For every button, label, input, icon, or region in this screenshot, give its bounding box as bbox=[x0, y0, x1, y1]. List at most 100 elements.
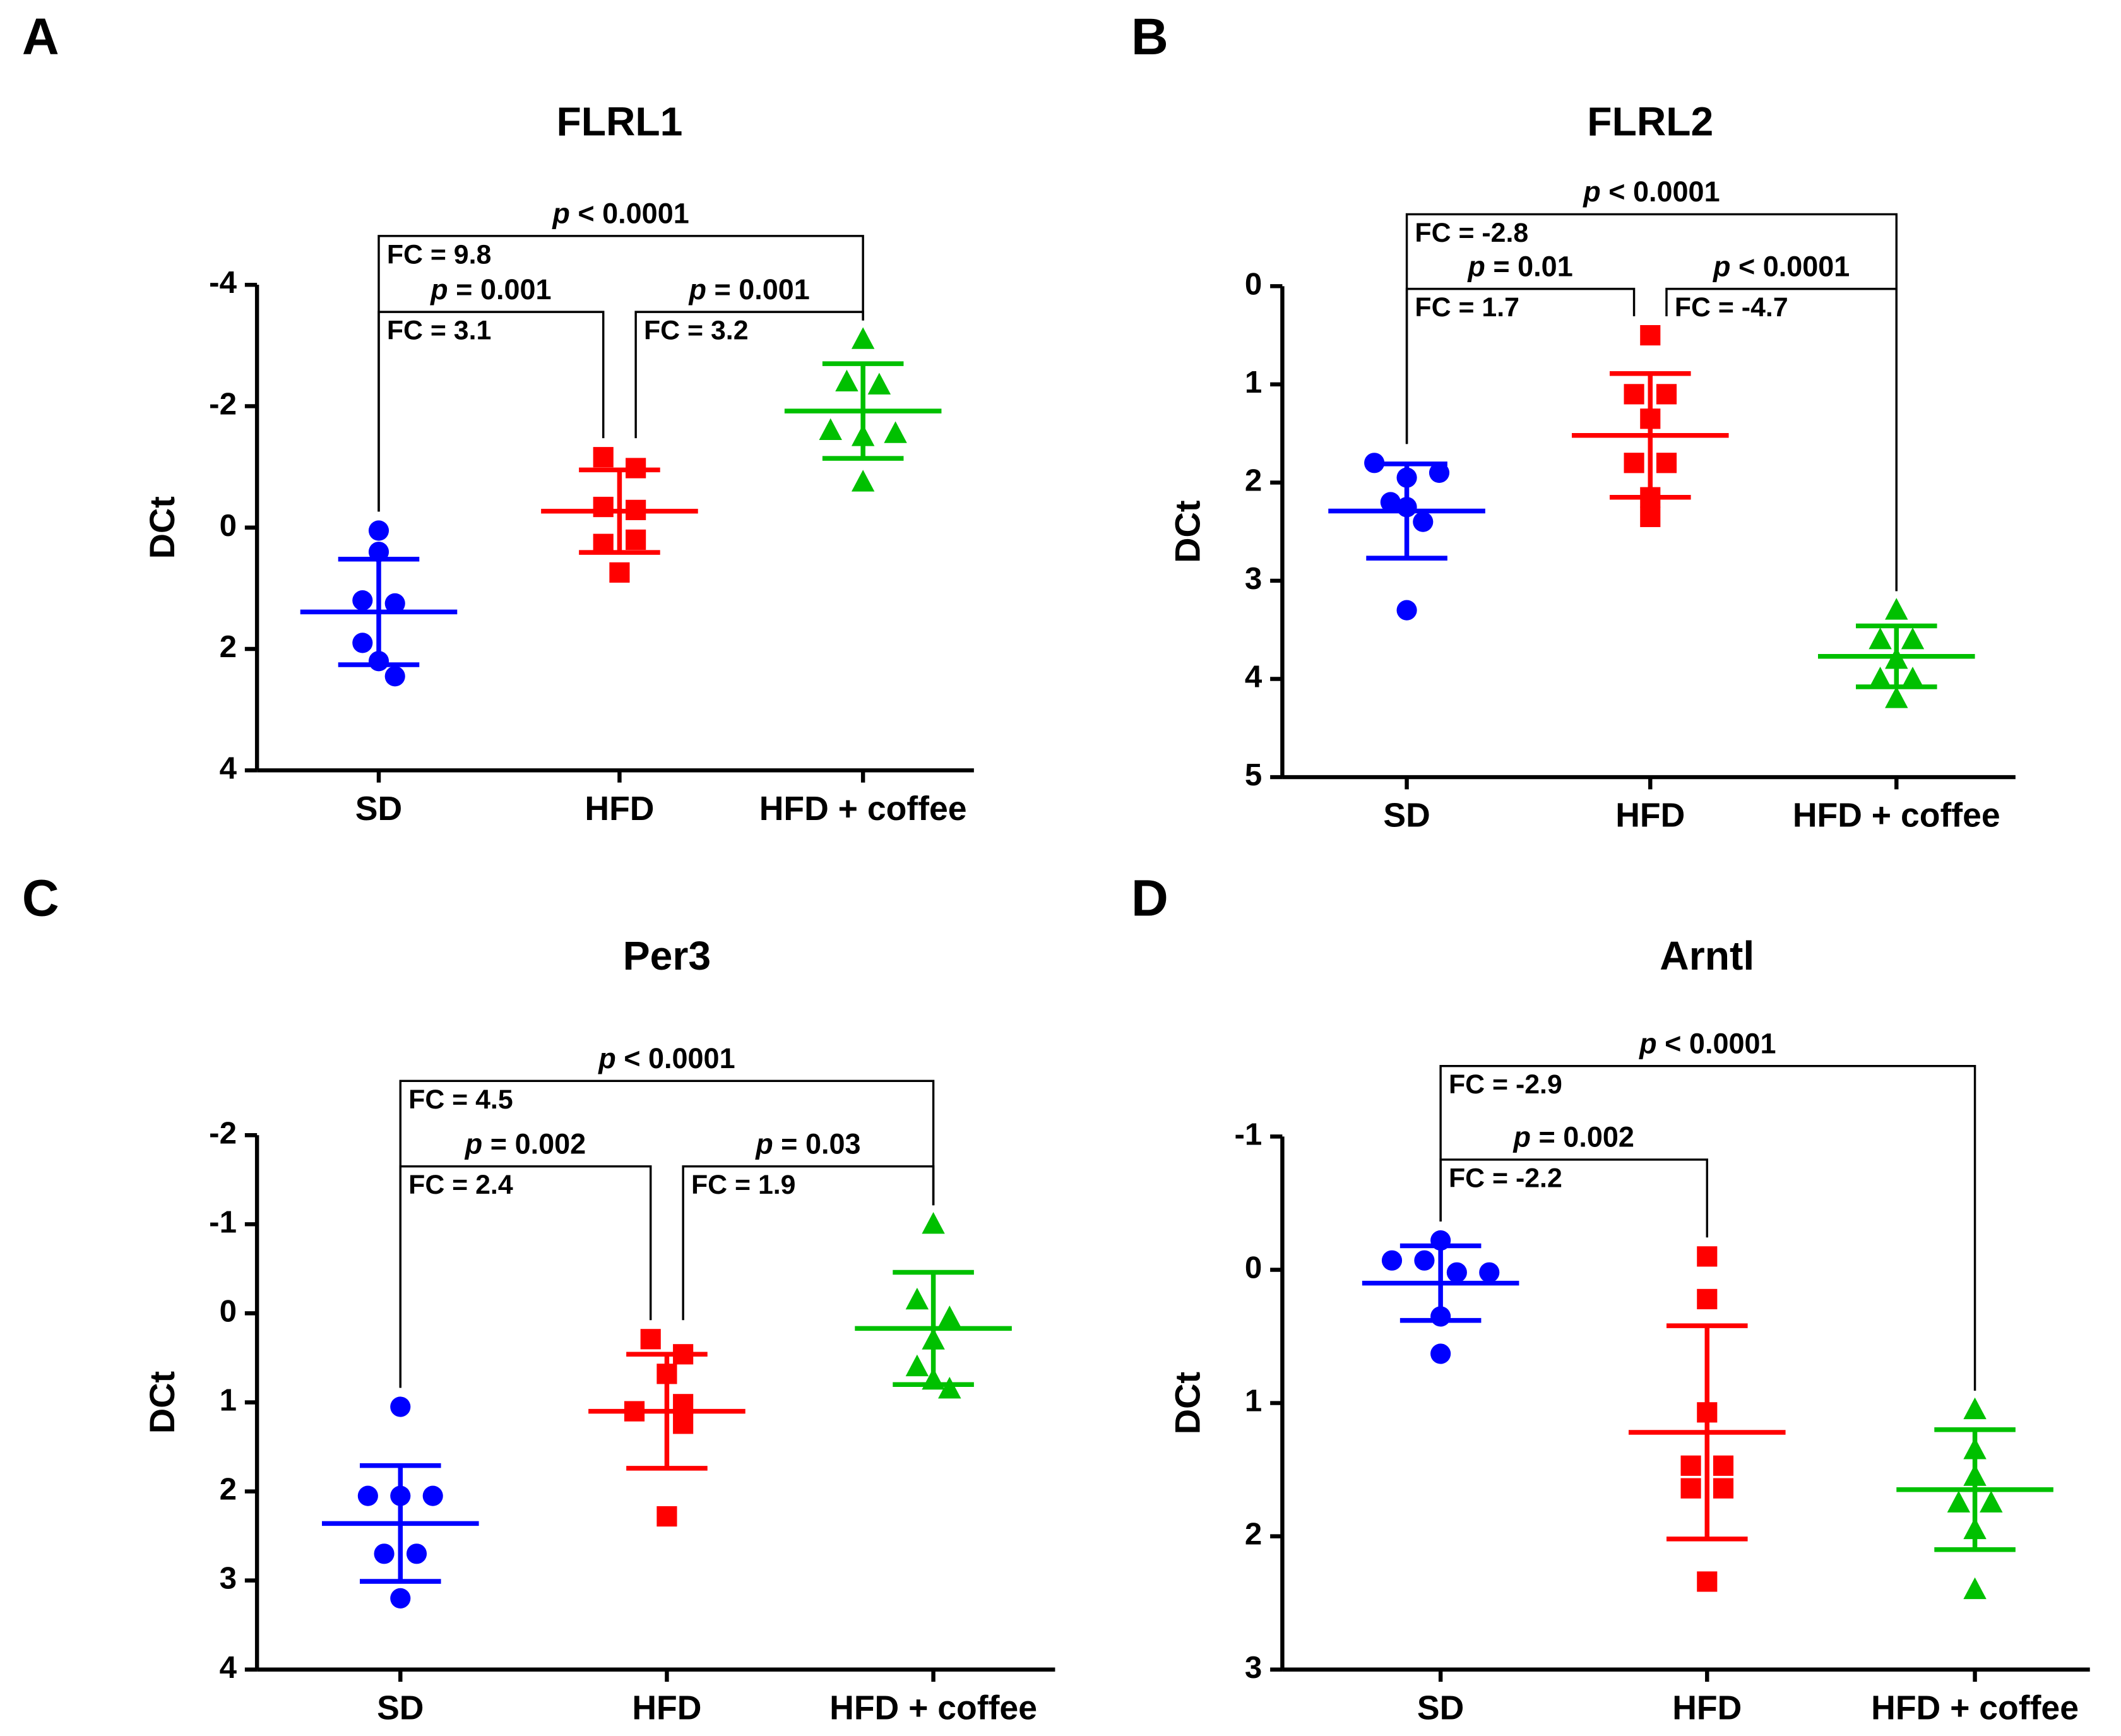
x-tick-label: HFD + coffee bbox=[829, 1689, 1037, 1727]
data-point bbox=[1868, 627, 1892, 650]
p-value: p < 0.0001 bbox=[598, 1042, 735, 1074]
data-point bbox=[1697, 1246, 1718, 1267]
fold-change: FC = 4.5 bbox=[408, 1085, 513, 1115]
data-point bbox=[422, 1485, 443, 1506]
data-point bbox=[1396, 600, 1417, 621]
data-point bbox=[1680, 1455, 1701, 1476]
fold-change: FC = 1.7 bbox=[1415, 292, 1519, 323]
data-point bbox=[626, 529, 646, 550]
y-axis-label: DCt bbox=[1168, 1372, 1207, 1434]
data-point bbox=[357, 1485, 378, 1506]
p-symbol: p bbox=[465, 1127, 482, 1160]
data-point bbox=[922, 1211, 945, 1234]
y-tick-label: 4 bbox=[220, 1650, 237, 1685]
data-point bbox=[1414, 1250, 1435, 1271]
p-symbol: p bbox=[1639, 1027, 1656, 1059]
data-point bbox=[938, 1376, 961, 1399]
x-tick-label: HFD + coffee bbox=[1871, 1689, 2079, 1727]
data-point bbox=[1656, 384, 1677, 405]
comparison-bracket bbox=[1665, 287, 1898, 592]
fold-change: FC = 2.4 bbox=[408, 1170, 513, 1200]
p-symbol: p bbox=[598, 1042, 615, 1074]
p-value: p < 0.0001 bbox=[1639, 1027, 1776, 1059]
y-tick-label: 2 bbox=[1245, 463, 1262, 497]
p-symbol: p bbox=[552, 197, 569, 229]
data-point bbox=[374, 1543, 395, 1564]
data-point bbox=[1885, 686, 1908, 708]
y-tick-label: 0 bbox=[220, 508, 237, 543]
data-point bbox=[656, 1506, 677, 1527]
p-value: p = 0.001 bbox=[430, 273, 551, 306]
data-point bbox=[835, 369, 858, 392]
data-point bbox=[1680, 1478, 1701, 1499]
fold-change: FC = 3.1 bbox=[387, 316, 492, 346]
p-value: p = 0.03 bbox=[755, 1127, 860, 1160]
comparison-bracket bbox=[399, 1079, 935, 1388]
p-text: = 0.001 bbox=[448, 273, 552, 306]
data-point bbox=[1901, 627, 1925, 650]
p-value: p = 0.002 bbox=[465, 1127, 586, 1160]
y-axis-label: DCt bbox=[143, 1371, 182, 1434]
panel-letter: A bbox=[22, 8, 59, 66]
data-point bbox=[593, 447, 614, 468]
x-tick-label: SD bbox=[377, 1689, 424, 1727]
chart-title: Arntl bbox=[1660, 933, 1754, 978]
y-tick-label: -1 bbox=[209, 1204, 237, 1239]
data-point bbox=[1656, 453, 1677, 473]
y-tick-label: 1 bbox=[220, 1382, 237, 1417]
y-tick-label: 0 bbox=[220, 1293, 237, 1328]
data-point bbox=[884, 421, 907, 443]
data-point bbox=[406, 1543, 427, 1564]
data-point bbox=[1713, 1455, 1734, 1476]
x-tick-label: HFD bbox=[632, 1689, 701, 1727]
p-value: p < 0.0001 bbox=[1713, 250, 1850, 282]
p-symbol: p bbox=[1713, 250, 1730, 282]
p-symbol: p bbox=[1467, 250, 1485, 282]
data-point bbox=[368, 520, 389, 541]
chart-title: FLRL1 bbox=[556, 99, 682, 145]
comparison-bracket bbox=[634, 311, 864, 439]
fold-change: FC = 9.8 bbox=[387, 239, 492, 270]
y-axis-label: DCt bbox=[1168, 501, 1207, 563]
data-point bbox=[1413, 511, 1434, 532]
p-symbol: p bbox=[755, 1127, 773, 1160]
data-point bbox=[609, 562, 630, 583]
data-point bbox=[1980, 1490, 2003, 1513]
fold-change: FC = -2.9 bbox=[1449, 1069, 1562, 1100]
y-tick-label: 4 bbox=[220, 751, 237, 785]
data-point bbox=[352, 633, 373, 653]
data-point bbox=[1697, 1288, 1718, 1310]
x-tick-label: SD bbox=[355, 790, 402, 828]
comparison-bracket bbox=[1405, 287, 1636, 444]
x-tick-label: HFD + coffee bbox=[1793, 797, 2000, 835]
data-point bbox=[640, 1329, 661, 1350]
p-value: p < 0.0001 bbox=[552, 197, 689, 229]
data-point bbox=[1885, 598, 1908, 620]
data-point bbox=[673, 1413, 694, 1434]
y-tick-label: 2 bbox=[220, 1472, 237, 1507]
y-tick-label: 1 bbox=[1245, 1384, 1262, 1418]
data-point bbox=[1963, 1577, 1987, 1600]
panel-letter: D bbox=[1131, 869, 1168, 927]
p-text: = 0.03 bbox=[773, 1127, 861, 1160]
x-tick-label: HFD bbox=[585, 790, 654, 828]
fold-change: FC = -2.2 bbox=[1449, 1163, 1562, 1193]
p-symbol: p bbox=[1513, 1121, 1531, 1153]
y-axis-label: DCt bbox=[143, 496, 182, 559]
p-symbol: p bbox=[430, 273, 448, 306]
comparison-bracket bbox=[1439, 1064, 1976, 1391]
y-tick-label: -2 bbox=[209, 1115, 237, 1150]
x-tick-label: HFD bbox=[1672, 1689, 1742, 1727]
data-point bbox=[352, 590, 373, 611]
data-point bbox=[1713, 1478, 1734, 1499]
x-tick-label: HFD + coffee bbox=[759, 790, 967, 828]
y-tick-label: 0 bbox=[1245, 266, 1262, 301]
comparison-bracket bbox=[1439, 1158, 1708, 1238]
y-tick-label: 1 bbox=[1245, 365, 1262, 400]
p-text: < 0.0001 bbox=[616, 1042, 735, 1074]
p-value: p = 0.001 bbox=[688, 273, 809, 306]
data-point bbox=[1947, 1490, 1971, 1513]
data-point bbox=[1381, 1250, 1403, 1271]
panel-letter: B bbox=[1131, 8, 1168, 66]
p-text: < 0.0001 bbox=[1657, 1027, 1776, 1059]
